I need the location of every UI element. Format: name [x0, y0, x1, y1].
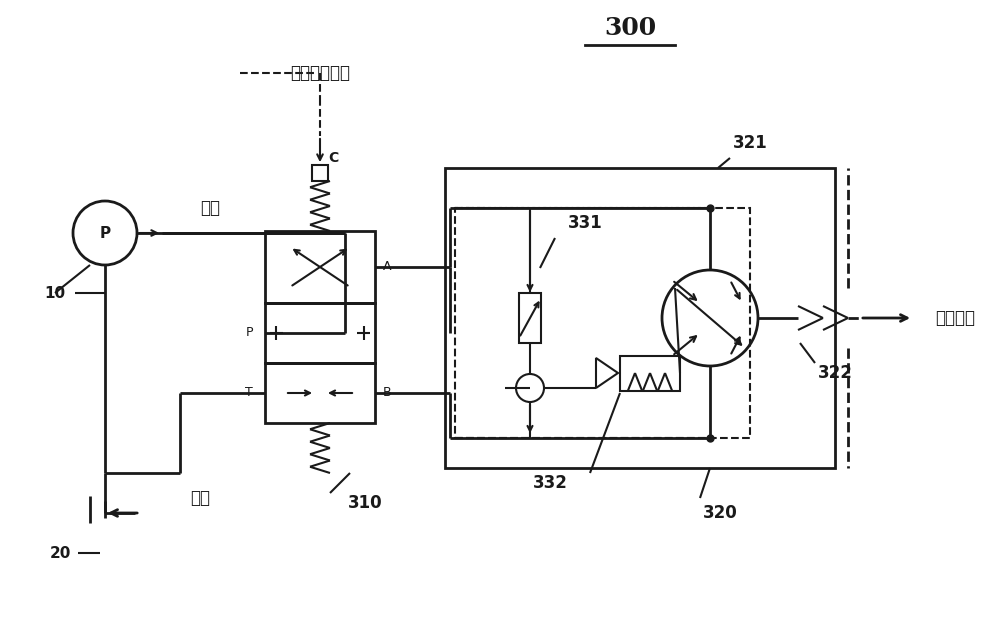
Text: 331: 331	[568, 214, 602, 232]
Text: A: A	[383, 260, 392, 273]
Text: C: C	[328, 151, 338, 165]
Text: 332: 332	[533, 474, 567, 492]
Bar	[312, 165, 328, 181]
Text: 10: 10	[44, 285, 66, 300]
Bar	[265, 231, 375, 303]
Bar	[265, 303, 375, 363]
Text: 322: 322	[818, 364, 852, 382]
Text: P: P	[246, 326, 253, 340]
Text: 20: 20	[49, 546, 71, 561]
Text: 供油: 供油	[200, 199, 220, 217]
Text: T: T	[245, 386, 253, 399]
Text: 320: 320	[703, 504, 737, 522]
Text: 300: 300	[604, 16, 656, 40]
Bar	[265, 363, 375, 423]
Text: 回油: 回油	[190, 489, 210, 507]
Text: 310: 310	[348, 494, 382, 512]
Text: P: P	[99, 226, 111, 240]
Text: －－控制指令: －－控制指令	[290, 64, 350, 82]
Bar	[519, 293, 541, 343]
Text: 驱动舱门: 驱动舱门	[935, 309, 975, 327]
Text: 321: 321	[733, 134, 767, 152]
Text: B: B	[383, 386, 392, 399]
Bar	[620, 356, 680, 391]
